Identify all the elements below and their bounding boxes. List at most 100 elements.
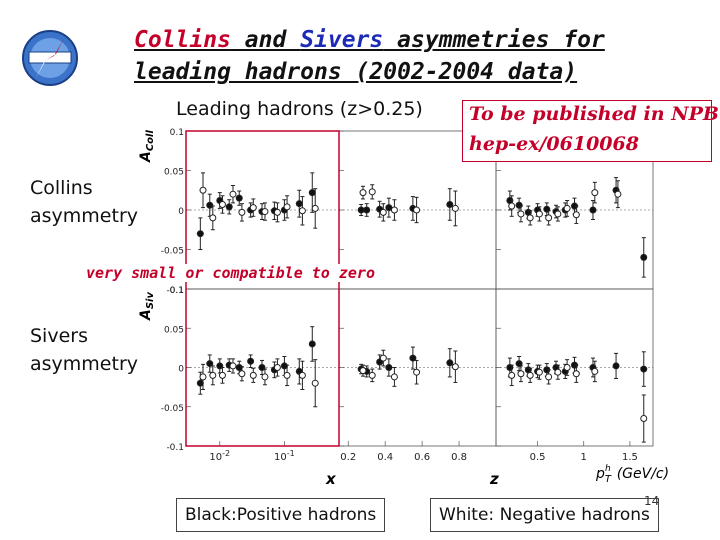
data-point-positive xyxy=(235,364,243,371)
data-point-positive xyxy=(612,362,620,370)
x-tick-label: 0.2 xyxy=(340,452,356,463)
sivers-y-axis-title: ASiv xyxy=(138,292,156,321)
collins-side-label: Collins asymmetry xyxy=(30,174,138,230)
y-tick-label: 0.05 xyxy=(164,168,184,178)
data-point-negative xyxy=(526,214,534,222)
data-point-negative xyxy=(535,368,543,376)
data-point-negative xyxy=(273,208,281,216)
data-point-negative xyxy=(554,210,562,218)
sivers-side-label: Sivers asymmetry xyxy=(30,322,138,378)
publication-journal: To be published in NPB xyxy=(469,103,719,125)
data-point-negative xyxy=(199,186,207,194)
x-tick-label: 1 xyxy=(581,452,587,463)
data-point-negative xyxy=(640,415,648,423)
data-point-positive xyxy=(196,230,204,238)
y-tick-label: 0 xyxy=(178,365,184,375)
data-point-negative xyxy=(508,371,516,379)
y-tick-label: -0.1 xyxy=(166,443,184,453)
x-tick-label: 0.6 xyxy=(414,452,430,463)
sivers-side-label-line1: Sivers xyxy=(30,325,88,347)
collins-side-label-line1: Collins xyxy=(30,177,93,199)
data-point-positive xyxy=(216,362,224,370)
data-point-positive xyxy=(308,189,316,197)
data-point-negative xyxy=(359,367,367,375)
z-variable-label: z xyxy=(489,470,499,488)
x-tick-label: 10-1 xyxy=(274,449,295,463)
data-point-negative xyxy=(545,214,553,222)
highlight-box xyxy=(185,130,340,447)
data-point-negative xyxy=(535,210,543,218)
compass-logo-icon xyxy=(22,30,78,86)
data-point-negative xyxy=(249,204,257,212)
collins-y-axis-title: AColl xyxy=(138,130,156,163)
data-point-negative xyxy=(273,364,281,371)
data-point-negative xyxy=(545,373,553,381)
data-point-positive xyxy=(385,364,393,371)
data-point-negative xyxy=(591,189,599,197)
data-point-negative xyxy=(591,367,599,375)
data-point-negative xyxy=(218,371,226,379)
publication-arxiv: hep-ex/0610068 xyxy=(469,133,639,155)
x-tick-label: 1.5 xyxy=(622,452,638,463)
data-point-negative xyxy=(508,202,516,210)
data-point-positive xyxy=(206,360,214,368)
data-point-negative xyxy=(368,371,376,379)
sivers-side-label-line2: asymmetry xyxy=(30,353,138,375)
subtitle: Leading hadrons (z>0.25) xyxy=(176,98,423,120)
x-tick-label: 10-2 xyxy=(209,449,230,463)
data-point-negative xyxy=(359,189,367,197)
data-point-negative xyxy=(563,204,571,212)
data-point-negative xyxy=(368,188,376,196)
data-point-negative xyxy=(218,200,226,208)
data-point-negative xyxy=(390,373,398,381)
data-point-negative xyxy=(229,190,237,198)
data-point-positive xyxy=(446,359,454,367)
data-point-negative xyxy=(199,373,207,381)
x-tick-label: 0.5 xyxy=(530,452,546,463)
data-point-positive xyxy=(640,253,648,261)
data-point-negative xyxy=(563,364,571,371)
data-point-positive xyxy=(515,360,523,368)
data-point-negative xyxy=(229,362,237,370)
data-point-negative xyxy=(572,211,580,219)
data-point-negative xyxy=(451,204,459,212)
data-point-negative xyxy=(298,207,306,215)
compass-logo xyxy=(20,28,80,88)
data-point-positive xyxy=(409,354,417,362)
y-tick-label: 0.1 xyxy=(170,286,184,296)
data-point-negative xyxy=(261,208,269,216)
data-point-negative xyxy=(249,371,257,379)
data-point-negative xyxy=(413,206,421,214)
data-point-positive xyxy=(247,357,255,365)
data-point-positive xyxy=(225,203,233,211)
data-point-positive xyxy=(235,194,243,202)
title-rest: asymmetries for leading hadrons (2002-20… xyxy=(134,27,605,85)
data-point-negative xyxy=(390,206,398,214)
legend-positive: Black:Positive hadrons xyxy=(176,498,386,532)
data-point-negative xyxy=(451,363,459,371)
data-point-negative xyxy=(209,214,217,222)
result-note: very small or compatible to zero xyxy=(86,264,375,282)
data-point-positive xyxy=(295,200,303,208)
collins-side-label-line2: asymmetry xyxy=(30,205,138,227)
y-tick-label: -0.05 xyxy=(161,404,184,414)
data-point-positive xyxy=(196,379,204,387)
data-point-negative xyxy=(283,371,291,379)
title-collins: Collins xyxy=(134,27,231,53)
data-point-positive xyxy=(206,201,214,209)
data-point-negative xyxy=(554,368,562,376)
y-tick-label: -0.1 xyxy=(166,286,184,296)
page-number: 14 xyxy=(644,494,660,508)
data-point-negative xyxy=(526,371,534,379)
y-tick-label: -0.05 xyxy=(161,247,184,257)
data-point-positive xyxy=(308,340,316,348)
x-tick-label: 0.4 xyxy=(377,452,393,463)
y-tick-label: 0.05 xyxy=(164,325,184,335)
legend-negative: White: Negative hadrons xyxy=(430,498,659,532)
y-tick-label: 0 xyxy=(178,207,184,217)
x-variable-label: x xyxy=(325,470,337,488)
data-point-positive xyxy=(363,206,371,214)
data-point-negative xyxy=(298,371,306,379)
data-point-negative xyxy=(209,371,217,379)
